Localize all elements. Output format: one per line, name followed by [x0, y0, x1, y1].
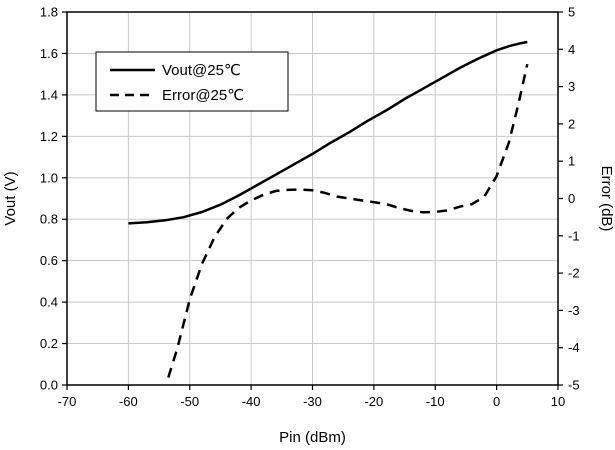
x-tick-label: -70 [58, 394, 77, 409]
y-right-tick-label: -1 [568, 228, 580, 243]
legend-label-vout: Vout@25℃ [162, 62, 241, 79]
y-left-tick-label: 1.0 [40, 170, 58, 185]
x-tick-label: -40 [242, 394, 261, 409]
y-right-tick-label: 3 [568, 79, 575, 94]
x-tick-label: -50 [180, 394, 199, 409]
y-left-tick-label: 0.8 [40, 212, 58, 227]
x-tick-label: -10 [426, 394, 445, 409]
x-tick-label: 0 [493, 394, 500, 409]
y-right-tick-label: 2 [568, 116, 575, 131]
y-right-tick-label: -5 [568, 378, 580, 393]
x-axis-title: Pin (dBm) [279, 429, 346, 446]
legend-label-error: Error@25℃ [162, 87, 244, 104]
x-tick-label: 10 [551, 394, 565, 409]
y-left-tick-label: 1.6 [40, 46, 58, 61]
series-line-vout [128, 40, 528, 225]
ticks: -70 -60 -50 -40 -30 -20 -10 0 100.00.20.40.60.81… [40, 5, 580, 410]
x-tick-label: -60 [119, 394, 138, 409]
legend: Vout@25℃ Error@25℃ [95, 51, 289, 112]
x-tick-label: -30 [303, 394, 322, 409]
y-right-tick-label: 4 [568, 42, 575, 57]
y-left-tick-label: 1.4 [40, 87, 58, 102]
y-right-tick-label: -4 [568, 340, 580, 355]
y-left-tick-label: 1.2 [40, 129, 58, 144]
y-left-tick-label: 1.8 [40, 5, 58, 20]
y-left-axis-title: Vout (V) [2, 171, 19, 225]
series-line-error [167, 63, 529, 378]
x-tick-label: -20 [364, 394, 383, 409]
y-right-tick-label: 5 [568, 5, 575, 20]
y-left-tick-label: 0.2 [40, 336, 58, 351]
y-right-tick-label: -2 [568, 266, 580, 281]
legend-box [95, 51, 289, 112]
y-left-tick-label: 0.0 [40, 378, 58, 393]
y-left-tick-label: 0.4 [40, 295, 58, 310]
grid [67, 12, 558, 385]
y-right-axis-title: Error (dB) [598, 166, 615, 232]
y-right-tick-label: 0 [568, 191, 575, 206]
y-left-tick-label: 0.6 [40, 253, 58, 268]
y-right-tick-label: 1 [568, 154, 575, 169]
y-right-tick-label: -3 [568, 303, 580, 318]
series-layer [128, 40, 529, 378]
